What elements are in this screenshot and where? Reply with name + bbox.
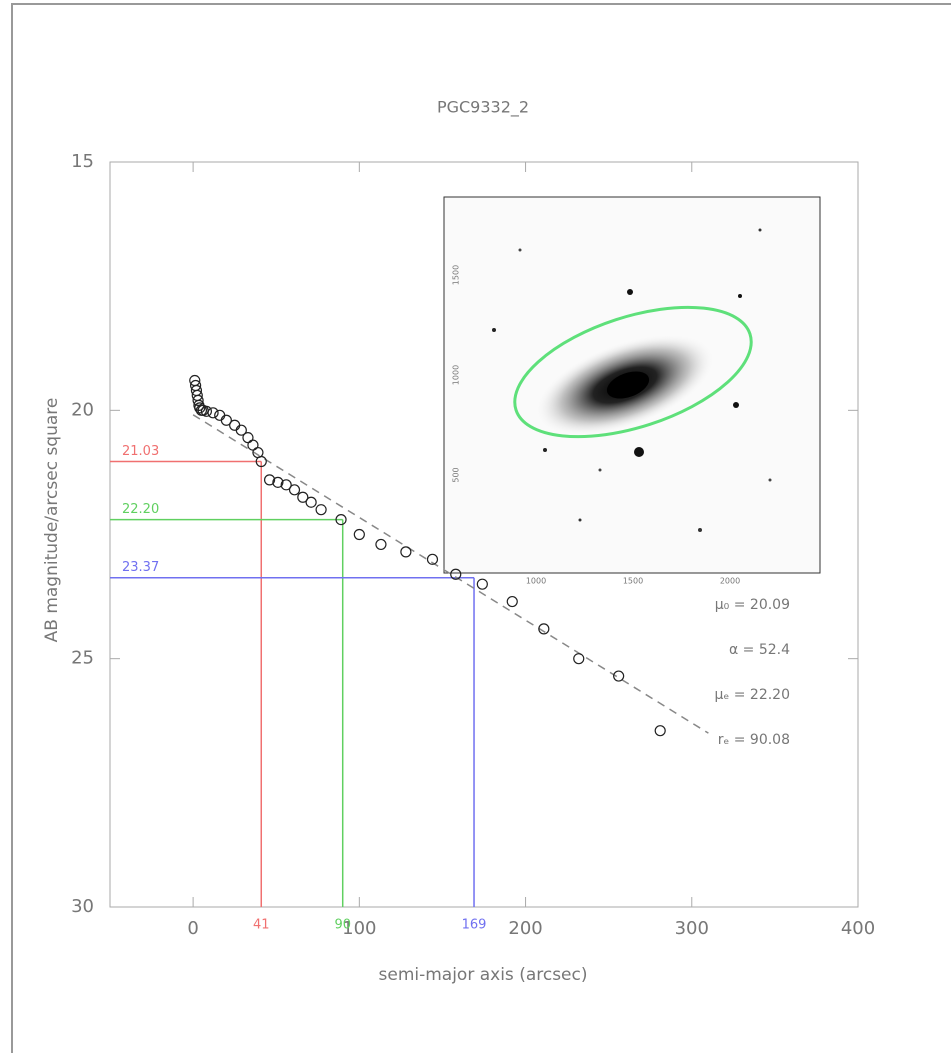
y-axis-label: AB magnitude/arcsec square — [42, 398, 62, 643]
x-tick-label: 400 — [841, 918, 875, 939]
inset-y-tick-label: 500 — [452, 467, 461, 482]
chart-title: PGC9332_2 — [437, 98, 529, 118]
annotation: μₑ = 22.20 — [715, 687, 790, 703]
x-tick-label: 200 — [508, 918, 542, 939]
annotation: μ₀ = 20.09 — [715, 597, 790, 613]
annotation: rₑ = 90.08 — [718, 732, 790, 748]
x-tick-label: 0 — [187, 918, 198, 939]
inset-x-tick-label: 1500 — [623, 577, 643, 586]
guide-x-label: 41 — [253, 918, 270, 933]
y-tick-label: 25 — [71, 648, 94, 669]
guide-y-label: 21.03 — [122, 444, 159, 459]
y-tick-label: 30 — [71, 896, 94, 917]
inset-y-tick-label: 1000 — [452, 365, 461, 385]
inset-x-tick-label: 1000 — [526, 577, 546, 586]
x-axis-label: semi-major axis (arcsec) — [379, 965, 588, 985]
inset-y-tick-label: 1500 — [452, 265, 461, 285]
chart: PGC9332_2 semi-major axis (arcsec) AB ma… — [0, 0, 951, 1053]
guide-x-label: 169 — [462, 918, 487, 933]
guide-y-label: 22.20 — [122, 502, 159, 517]
inset-x-tick-label: 2000 — [720, 577, 740, 586]
y-tick-label: 15 — [71, 151, 94, 172]
guide-x-label: 90 — [334, 918, 351, 933]
inset-image — [444, 197, 820, 573]
x-tick-label: 300 — [675, 918, 709, 939]
annotation: α = 52.4 — [729, 642, 790, 658]
y-tick-label: 20 — [71, 399, 94, 420]
guide-y-label: 23.37 — [122, 560, 159, 575]
